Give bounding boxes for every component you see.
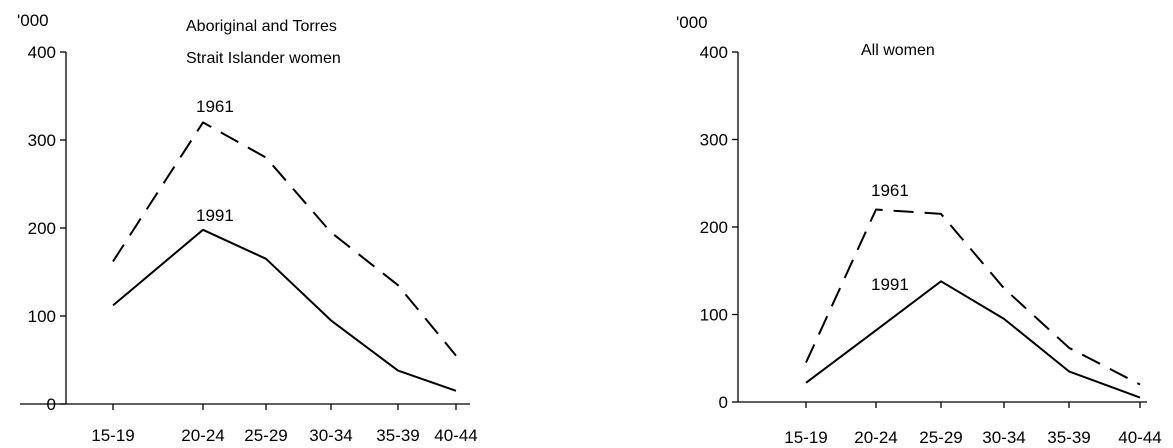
series-line-1961-dashed [805,208,1141,386]
x-tick-label: 15-19 [91,426,134,443]
chart-left-aboriginal-women: '000 Aboriginal and Torres Strait Islander… [17,11,478,445]
chart-title-line: Strait Islander women [186,50,341,67]
y-tick-label: 300 [28,131,56,150]
y-tick-label: 0 [719,393,728,412]
chart-title-line: Aboriginal and Torres [186,18,337,35]
series-line-1991-solid [805,280,1141,399]
series-label-1961: 1961 [196,97,234,116]
y-tick-label: 400 [28,43,56,62]
y-tick-label: 100 [700,306,728,325]
x-tick-label: 35-39 [376,426,419,443]
y-tick-label: 200 [28,219,56,238]
series-label-1991: 1991 [871,275,909,294]
series-line-1961-dashed [112,121,457,357]
chart-title-line: All women [861,42,935,59]
x-tick-label: 15-19 [784,428,827,443]
x-tick-label: 30-34 [982,428,1025,443]
series-label-1991: 1991 [196,206,234,225]
x-tick-label: 40-44 [1118,428,1161,443]
x-tick-label: 20-24 [854,428,897,443]
series-label-1961: 1961 [871,181,909,200]
y-tick-label: 300 [700,131,728,150]
x-tick-label: 25-29 [919,428,962,443]
y-tick-label: 400 [700,43,728,62]
y-unit-label: '000 [676,13,708,32]
y-unit-label: '000 [17,11,49,30]
series-line-1991-solid [112,228,457,392]
y-tick-label: 200 [700,218,728,237]
x-tick-label: 35-39 [1047,428,1090,443]
y-tick-label: 0 [47,395,56,414]
x-tick-label: 25-29 [244,426,287,443]
x-tick-label: 30-34 [309,426,352,443]
x-tick-label: 20-24 [181,426,224,443]
chart-right-all-women: '000 All women 0 100 200 300 400 15-19 20-24 25-2… [676,13,1162,447]
y-tick-label: 100 [28,307,56,326]
x-tick-label: 40-44 [434,426,477,443]
